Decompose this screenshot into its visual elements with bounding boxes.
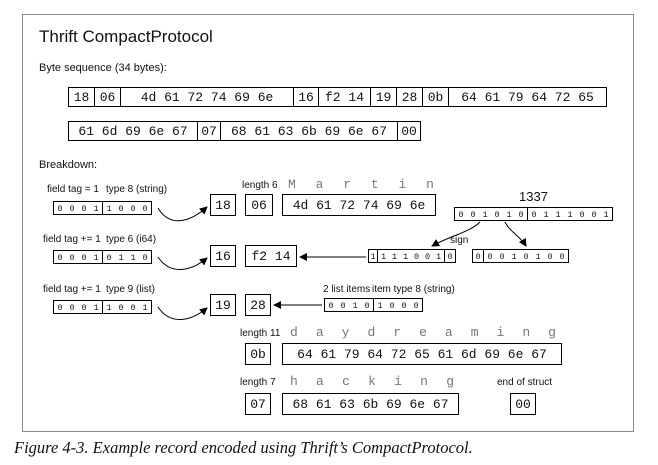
byte-seg: 4d 61 72 74 69 6e	[121, 88, 294, 106]
byte-seg: 19	[371, 88, 397, 106]
byte-seg: 18	[69, 88, 95, 106]
byte-seg: 64 61 79 64 72 65	[449, 88, 607, 106]
list-items-label: 2 list items	[323, 284, 371, 295]
field1-tag-label: field tag = 1	[47, 184, 99, 195]
byte-seg: f2 14	[319, 88, 371, 106]
figure-caption: Figure 4-3. Example record encoded using…	[14, 438, 473, 457]
list-header-byte: 28	[245, 294, 271, 316]
item1-length-byte: 0b	[245, 343, 271, 365]
field3-type-label: type 9 (list)	[106, 284, 155, 295]
field1-length-byte: 06	[245, 194, 273, 216]
byte-seg: 16	[294, 88, 319, 106]
field2-type-label: type 6 (i64)	[106, 234, 157, 245]
item2-length-byte: 07	[245, 393, 271, 415]
byte-seg: 68 61 63 6b 69 6e 67	[221, 122, 398, 140]
breakdown-label: Breakdown:	[39, 159, 98, 171]
arrow-field2	[157, 256, 208, 270]
end-of-struct-label: end of struct	[497, 377, 553, 388]
byte-seg: 06	[95, 88, 121, 106]
field2-header-byte: 16	[210, 245, 236, 267]
sign-label: sign	[450, 235, 469, 246]
byte-seg: 61 6d 69 6e 67	[69, 122, 198, 140]
item1-value-bytes: 64 61 79 64 72 65 61 6d 69 6e 67	[282, 343, 562, 365]
byte-seg: 0b	[423, 88, 449, 106]
item-type-label: item type 8 (string)	[372, 284, 455, 295]
byte-seg: 07	[198, 122, 221, 140]
number-1337: 1337	[519, 189, 548, 204]
item1-length-label: length 11	[240, 328, 281, 339]
field1-header-byte: 18	[210, 194, 236, 216]
byte-sequence-label: Byte sequence (34 bytes):	[39, 62, 167, 74]
end-of-struct-byte: 00	[510, 393, 536, 415]
field1-value-bytes: 4d 61 72 74 69 6e	[282, 194, 436, 216]
figure-frame	[22, 14, 634, 432]
figure-title: Thrift CompactProtocol	[39, 27, 213, 46]
arrow-field1	[157, 206, 208, 222]
arrow-field3	[157, 306, 208, 320]
byte-row-2: 61 6d 69 6e 67 07 68 61 63 6b 69 6e 67 0…	[68, 121, 421, 141]
field3-tag-label: field tag += 1	[43, 284, 101, 295]
field3-header-byte: 19	[210, 294, 236, 316]
field2-tag-label: field tag += 1	[43, 234, 101, 245]
byte-seg: 00	[398, 122, 421, 140]
item2-value-bytes: 68 61 63 6b 69 6e 67	[282, 393, 459, 415]
field2-value-bytes: f2 14	[245, 245, 297, 267]
byte-row-1: 18 06 4d 61 72 74 69 6e 16 f2 14 19 28 0…	[68, 87, 607, 107]
item2-length-label: length 7	[240, 377, 276, 388]
byte-seg: 28	[397, 88, 423, 106]
field1-length-label: length 6	[242, 180, 278, 191]
field1-type-label: type 8 (string)	[106, 184, 168, 195]
arrow-number-to-byte1	[431, 221, 481, 247]
arrow-number-to-byte2	[504, 221, 527, 247]
